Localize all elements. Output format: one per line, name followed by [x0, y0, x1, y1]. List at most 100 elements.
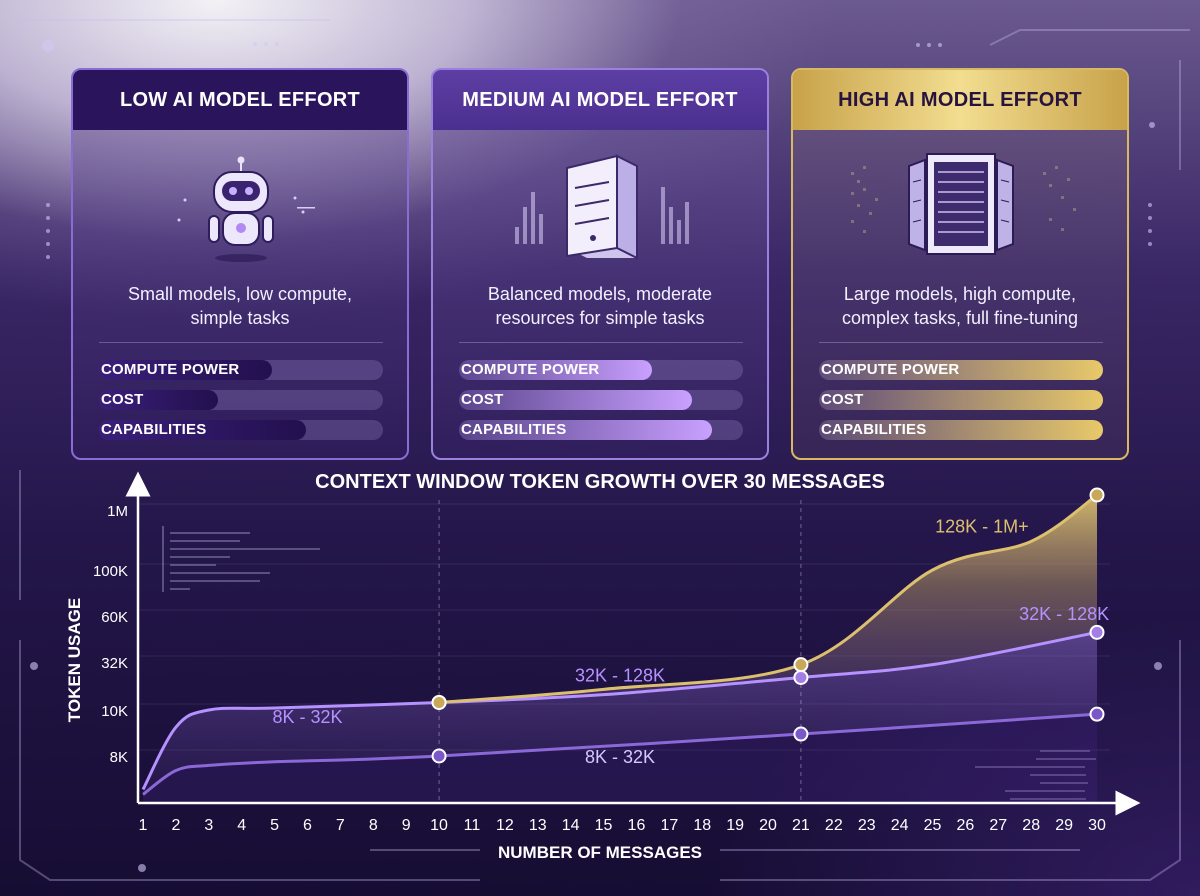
code-line: [1040, 750, 1090, 752]
medium-effort-card: MEDIUM AI MODEL EFFORT Balanced models, …: [431, 68, 769, 460]
high-effort-area: [439, 495, 1097, 703]
low-effort-area: [143, 714, 1097, 803]
annotation-label: 8K - 32K: [272, 707, 342, 727]
x-tick-label: 13: [529, 817, 547, 834]
low-marker: [1089, 706, 1105, 722]
compute-power-meter: COMPUTE POWER: [819, 360, 1103, 380]
card-description: Large models, high compute, complex task…: [841, 284, 1079, 328]
y-tick-label: 100K: [93, 563, 128, 580]
compute-power-meter: COMPUTE POWER: [99, 360, 383, 380]
x-tick-label: 25: [924, 817, 942, 834]
x-tick-label: 30: [1088, 817, 1106, 834]
token-growth-chart: CONTEXT WINDOW TOKEN GROWTH OVER 30 MESS…: [0, 460, 1200, 896]
high-marker: [1089, 487, 1105, 503]
card-title: MEDIUM AI MODEL EFFORT: [433, 70, 767, 130]
x-tick-label: 19: [726, 817, 744, 834]
divider: [459, 342, 743, 343]
chart-svg: CONTEXT WINDOW TOKEN GROWTH OVER 30 MESS…: [65, 471, 1141, 862]
code-line: [1036, 758, 1096, 760]
high-marker: [793, 657, 809, 673]
x-axis-label: NUMBER OF MESSAGES: [498, 843, 702, 862]
x-tick-label: 20: [759, 817, 777, 834]
compute-power-meter: COMPUTE POWER: [459, 360, 743, 380]
capabilities-meter: CAPABILITIES: [459, 420, 743, 440]
annotation-label: 8K - 32K: [585, 747, 655, 767]
code-line: [1030, 774, 1086, 776]
chart-title: CONTEXT WINDOW TOKEN GROWTH OVER 30 MESS…: [315, 471, 885, 493]
y-tick-label: 60K: [101, 609, 128, 626]
x-tick-label: 18: [693, 817, 711, 834]
x-tick-label: 8: [369, 817, 378, 834]
server-rack-icon: [851, 153, 1076, 255]
annotation-label: 128K - 1M+: [935, 517, 1029, 537]
card-title: LOW AI MODEL EFFORT: [73, 70, 407, 130]
annotation-label: 32K - 128K: [1019, 604, 1109, 624]
code-line: [170, 556, 230, 558]
code-line: [1010, 798, 1086, 800]
chart-axes: [125, 471, 1141, 816]
y-tick-label: 10K: [101, 703, 128, 720]
code-line: [170, 564, 216, 566]
high-effort-card: HIGH AI MODEL EFFORT Large models, high …: [791, 68, 1129, 460]
card-description: Balanced models, moderate resources for …: [487, 284, 713, 328]
x-tick-label: 1: [139, 817, 148, 834]
divider: [819, 342, 1103, 343]
medium-marker: [793, 669, 809, 685]
low-marker: [431, 748, 447, 764]
y-tick-label: 1M: [107, 503, 128, 520]
x-tick-label: 26: [957, 817, 975, 834]
code-line: [170, 580, 260, 582]
cost-meter: COST: [459, 390, 743, 410]
code-line: [1005, 790, 1085, 792]
low-effort-card: LOW AI MODEL EFFORT Small models, low co…: [71, 68, 409, 460]
x-tick-label: 7: [336, 817, 345, 834]
x-tick-label: 4: [237, 817, 246, 834]
code-line: [170, 540, 240, 542]
code-line: [170, 548, 320, 550]
code-line: [170, 532, 250, 534]
card-description: Small models, low compute, simple tasks: [127, 284, 353, 328]
y-tick-label: 32K: [101, 655, 128, 672]
x-tick-label: 10: [430, 817, 448, 834]
y-axis-label: TOKEN USAGE: [65, 598, 84, 722]
x-tick-labels: 1 2 3 4 5 6 7 8 9 10 11 12 13 14 15 16 17 18 19 20 21 22 23 24 2…: [139, 817, 1106, 834]
code-line: [170, 588, 190, 590]
x-tick-label: 28: [1022, 817, 1040, 834]
capabilities-meter: CAPABILITIES: [99, 420, 383, 440]
x-tick-label: 24: [891, 817, 909, 834]
x-tick-label: 2: [171, 817, 180, 834]
x-tick-label: 21: [792, 817, 810, 834]
server-icon: [515, 154, 689, 260]
decorative-code-text: [162, 526, 1096, 800]
x-tick-label: 14: [562, 817, 580, 834]
cost-meter: COST: [819, 390, 1103, 410]
x-tick-label: 5: [270, 817, 279, 834]
capabilities-meter: CAPABILITIES: [819, 420, 1103, 440]
x-tick-label: 22: [825, 817, 843, 834]
x-tick-label: 9: [402, 817, 411, 834]
high-effort-line: [438, 493, 1098, 704]
medium-marker: [1089, 624, 1105, 640]
annotation-label: 32K - 128K: [575, 665, 665, 685]
code-line: [975, 766, 1085, 768]
divider: [99, 342, 383, 343]
chart-markers: [431, 487, 1105, 764]
x-tick-label: 29: [1055, 817, 1073, 834]
code-line: [1040, 782, 1088, 784]
medium-effort-line: [141, 630, 1098, 791]
chart-annotations: 8K - 32K 8K - 32K 32K - 128K 32K - 128K 128K…: [272, 517, 1109, 767]
robot-icon: [177, 156, 315, 262]
low-effort-line: [142, 712, 1098, 796]
code-line: [170, 572, 270, 574]
y-tick-labels: 8K 10K 32K 60K 100K 1M: [93, 503, 128, 766]
x-tick-label: 16: [628, 817, 646, 834]
card-title: HIGH AI MODEL EFFORT: [793, 70, 1127, 130]
y-tick-label: 8K: [110, 749, 128, 766]
chart-lines: [141, 493, 1098, 796]
cost-meter: COST: [99, 390, 383, 410]
x-tick-label: 11: [464, 817, 481, 834]
x-tick-label: 3: [204, 817, 213, 834]
x-tick-label: 23: [858, 817, 876, 834]
x-tick-label: 17: [660, 817, 678, 834]
